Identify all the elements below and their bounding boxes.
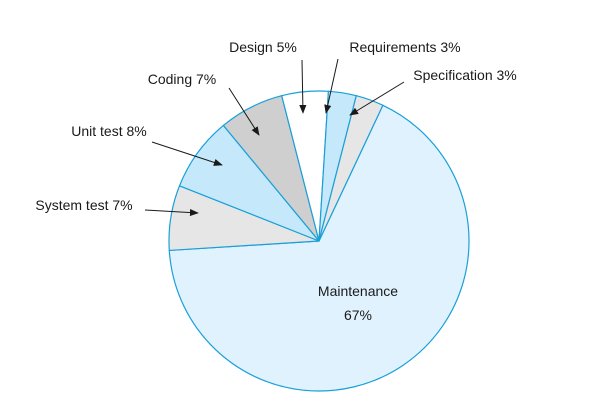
label-unit-test: Unit test 8% <box>71 123 146 139</box>
label-coding: Coding 7% <box>148 71 217 87</box>
pointer-design <box>299 59 307 114</box>
label-system-test: System test 7% <box>35 197 132 213</box>
label-specification: Specification 3% <box>413 67 517 83</box>
label-requirements: Requirements 3% <box>349 39 460 55</box>
pointer-coding <box>228 87 260 136</box>
pointer-requirements <box>324 58 339 114</box>
label-pointers <box>144 58 405 217</box>
slice-maintenance <box>168 104 470 392</box>
pointer-unit-test <box>151 141 223 166</box>
pointer-system-test <box>144 208 199 217</box>
label-maintenance: Maintenance <box>318 283 398 299</box>
label-design: Design 5% <box>229 39 297 55</box>
pie-slices <box>168 90 470 392</box>
value-label-maintenance: 67% <box>344 307 372 323</box>
pointer-specification <box>349 81 405 116</box>
slice-labels: Maintenance 67% System test 7% Unit test 8%… <box>35 39 516 323</box>
slice-specification <box>318 94 384 242</box>
